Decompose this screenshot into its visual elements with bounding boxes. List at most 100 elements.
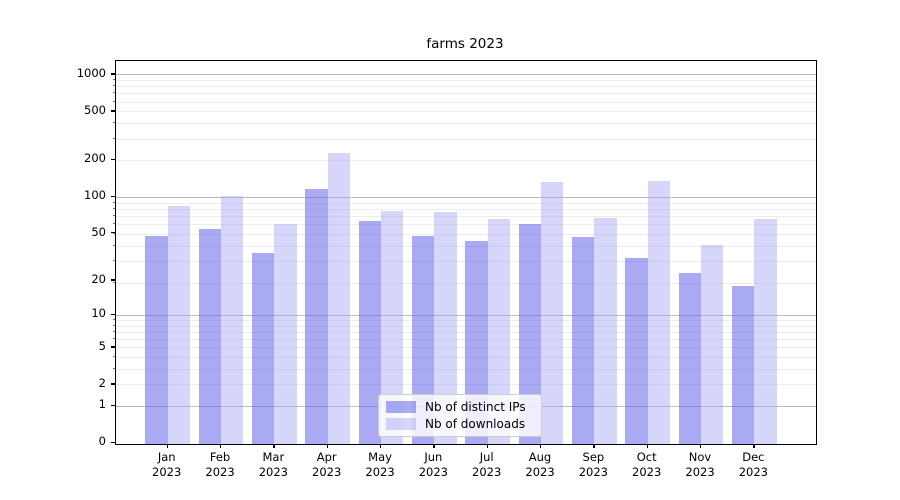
y-axis-tick-label: 1000 <box>76 65 106 80</box>
y-minor-tick-mark <box>112 244 115 246</box>
x-axis-tick-label-line: Jul <box>479 450 494 464</box>
bar-downloads <box>167 205 190 444</box>
plot-area <box>115 60 817 445</box>
bar-distinct-ips <box>412 236 435 444</box>
bar-distinct-ips <box>358 220 382 444</box>
y-minor-tick-mark <box>112 281 115 283</box>
y-minor-tick-mark <box>112 318 115 320</box>
x-axis-tick-label-line: Mar <box>262 450 285 464</box>
y-axis-tick-label: 500 <box>84 102 106 117</box>
y-axis-tick-label: 0 <box>98 434 106 449</box>
x-axis-tick-label-line: Oct <box>636 450 657 464</box>
bar-distinct-ips <box>198 229 222 444</box>
minor-gridline <box>116 234 816 236</box>
bar-distinct-ips <box>305 188 328 444</box>
y-tick-mark <box>111 195 115 197</box>
bar-distinct-ips <box>518 224 542 444</box>
x-axis-tick-label-line: 2023 <box>578 465 608 479</box>
bar-distinct-ips <box>572 237 595 444</box>
y-minor-tick-mark <box>112 367 115 369</box>
x-tick-mark <box>273 444 275 448</box>
y-tick-mark <box>111 346 115 348</box>
legend-item: Nb of distinct IPs <box>386 400 541 414</box>
major-gridline <box>116 196 816 198</box>
y-minor-tick-mark <box>112 324 115 326</box>
y-minor-tick-mark <box>112 78 115 80</box>
x-tick-mark <box>326 444 329 448</box>
x-axis-tick-label-line: 2023 <box>418 465 448 479</box>
x-axis-tick-label-line: 2023 <box>525 465 555 479</box>
legend-label: Nb of downloads <box>425 417 526 431</box>
minor-gridline <box>116 160 816 162</box>
x-tick-mark <box>593 444 595 448</box>
x-axis-tick-label-line: 2023 <box>738 465 768 479</box>
y-minor-tick-mark <box>112 208 115 210</box>
y-minor-tick-mark <box>112 355 115 357</box>
minor-gridline <box>116 216 816 218</box>
y-tick-mark <box>111 279 115 281</box>
x-tick-mark <box>220 444 222 448</box>
x-axis-tick-label: Jun 2023 <box>401 450 465 480</box>
x-axis-tick-label-line: Apr <box>316 450 337 464</box>
legend: Nb of distinct IPs Nb of downloads <box>378 394 542 437</box>
minor-gridline <box>116 209 816 211</box>
y-tick-mark <box>111 383 115 385</box>
y-minor-tick-mark <box>112 260 115 262</box>
x-axis-tick-label-line: Sep <box>582 450 605 464</box>
y-tick-mark <box>111 313 115 316</box>
minor-gridline <box>116 138 816 140</box>
bar-distinct-ips <box>678 273 702 444</box>
x-axis-tick-label-line: Aug <box>528 450 552 464</box>
bar-downloads <box>647 181 670 444</box>
y-minor-tick-mark <box>112 100 115 102</box>
y-minor-tick-mark <box>112 92 115 94</box>
x-axis-tick-label: Dec 2023 <box>721 450 785 480</box>
x-tick-mark <box>700 444 702 448</box>
bar-downloads <box>327 152 350 444</box>
bar-distinct-ips <box>465 240 488 444</box>
y-tick-mark <box>111 73 115 75</box>
bar-downloads <box>541 181 564 444</box>
x-axis-tick-label-line: 2023 <box>205 465 235 479</box>
bar-distinct-ips <box>625 257 648 444</box>
x-tick-mark <box>166 444 169 448</box>
x-tick-mark <box>646 444 649 448</box>
bar-downloads <box>701 244 724 444</box>
major-gridline <box>116 74 816 76</box>
x-tick-mark <box>380 444 382 448</box>
legend-label: Nb of distinct IPs <box>425 400 526 414</box>
y-minor-tick-mark <box>112 201 115 203</box>
x-axis-tick-label-line: May <box>368 450 392 464</box>
x-axis-tick-label-line: 2023 <box>472 465 502 479</box>
minor-gridline <box>116 123 816 125</box>
y-tick-mark <box>111 158 115 161</box>
minor-gridline <box>116 86 816 88</box>
minor-gridline <box>116 202 816 204</box>
x-axis-tick-label: Nov 2023 <box>668 450 732 480</box>
x-axis-tick-label-line: Nov <box>688 450 712 464</box>
bar-downloads <box>274 223 297 444</box>
legend-swatch-distinct-ips <box>386 401 416 413</box>
x-axis-tick-label: May 2023 <box>348 450 412 480</box>
y-axis-tick-label: 2 <box>98 375 106 390</box>
minor-gridline <box>116 111 816 113</box>
bar-downloads <box>381 211 404 444</box>
x-axis-tick-label: Jul 2023 <box>455 450 519 480</box>
x-axis-tick-label: Feb 2023 <box>188 450 252 480</box>
x-axis-tick-label-line: Jan <box>157 450 176 464</box>
x-axis-tick-label: Mar 2023 <box>241 450 305 480</box>
y-minor-tick-mark <box>112 85 115 87</box>
legend-swatch-downloads <box>386 418 416 430</box>
y-tick-mark <box>111 441 115 444</box>
minor-gridline <box>116 93 816 95</box>
y-axis-tick-label: 1 <box>98 397 106 412</box>
x-tick-mark <box>486 444 489 448</box>
y-axis-tick-label: 5 <box>98 338 106 353</box>
x-axis-tick-label: Apr 2023 <box>295 450 359 480</box>
x-axis-tick-label-line: 2023 <box>152 465 182 479</box>
y-tick-mark <box>111 404 115 407</box>
bar-distinct-ips <box>252 253 275 444</box>
y-axis-tick-label: 20 <box>91 271 106 286</box>
bar-downloads <box>221 196 244 444</box>
